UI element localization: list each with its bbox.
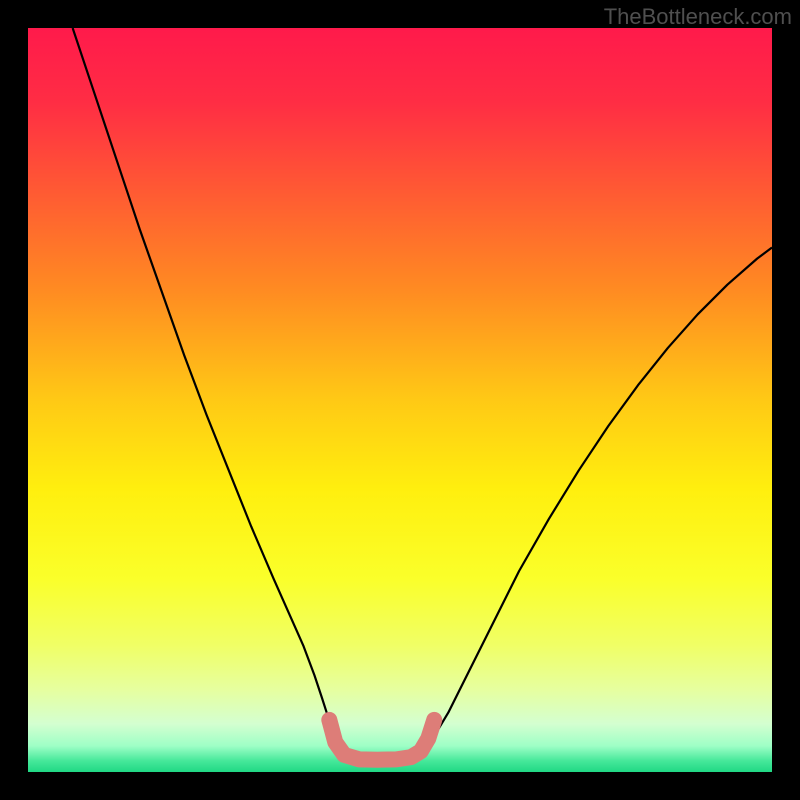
gradient-background <box>28 28 772 772</box>
watermark-text: TheBottleneck.com <box>604 4 792 30</box>
chart-svg <box>28 28 772 772</box>
plot-area <box>28 28 772 772</box>
